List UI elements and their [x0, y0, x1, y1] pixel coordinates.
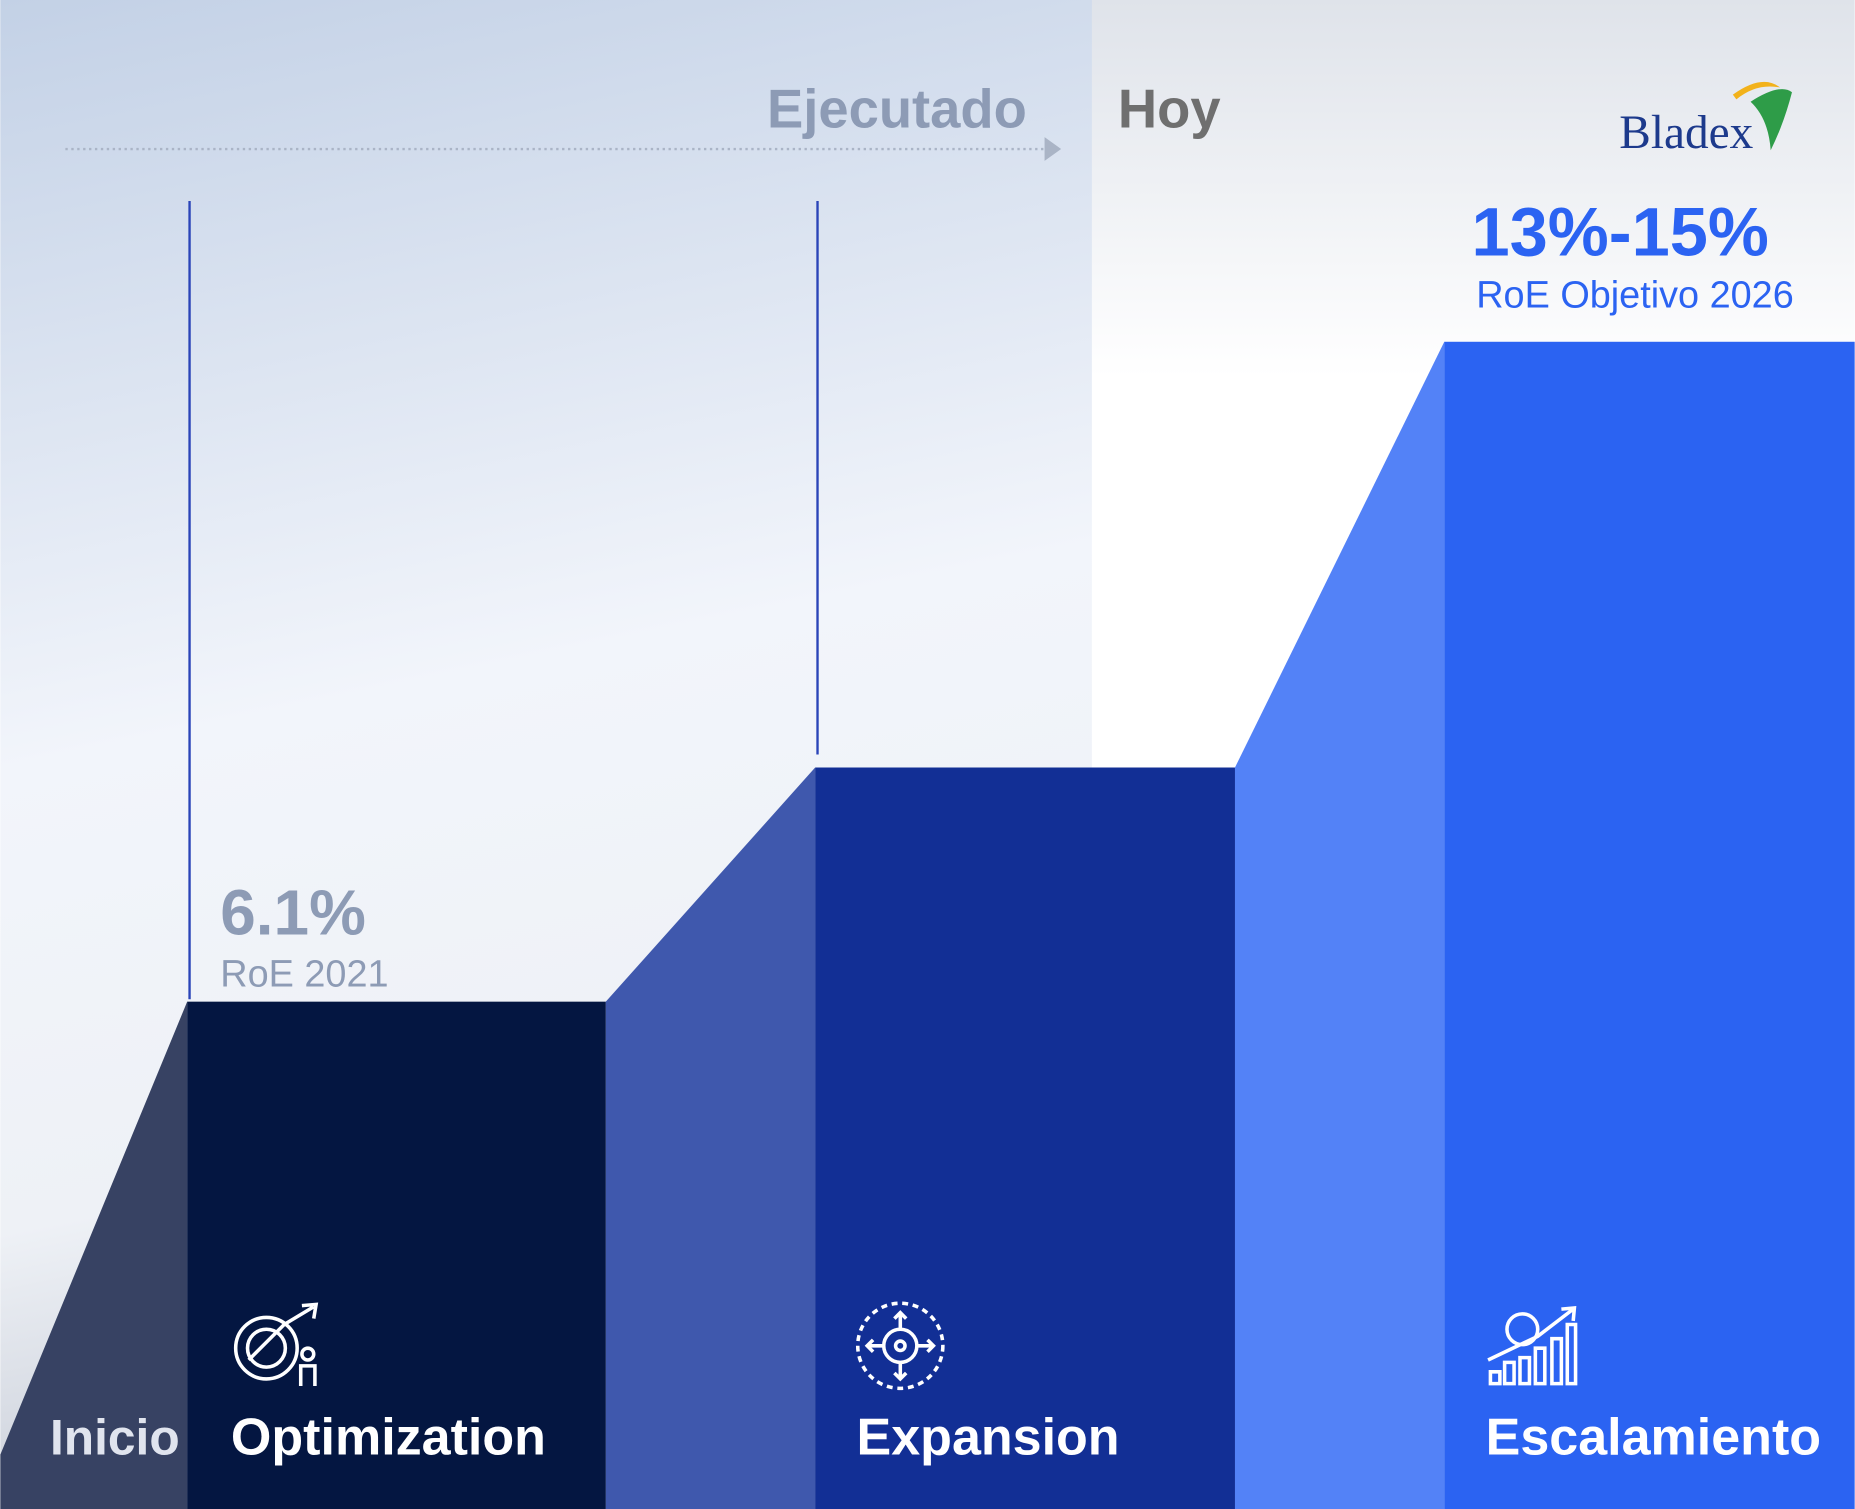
stage-label: Escalamiento — [1486, 1409, 1821, 1467]
stage-block — [815, 767, 1235, 1509]
roe-value: 13%-15% — [1471, 193, 1768, 270]
stage-block — [1444, 341, 1855, 1509]
arrow-head — [1044, 137, 1062, 161]
roe-caption: RoE Objetivo 2026 — [1476, 274, 1794, 316]
stage-label: Optimization — [231, 1409, 546, 1467]
today-label: Hoy — [1118, 79, 1221, 140]
stage-block — [187, 1001, 606, 1509]
logo: Bladex — [1619, 81, 1792, 159]
icon-expansion — [855, 1301, 945, 1391]
executed-label: Ejecutado — [767, 79, 1027, 140]
roe-value: 6.1% — [220, 876, 366, 948]
icon-optimization — [233, 1302, 319, 1387]
logo-text: Bladex — [1619, 107, 1753, 159]
stage-label: Inicio — [50, 1410, 180, 1466]
stage-ramp — [1234, 341, 1445, 1509]
roe-caption: RoE 2021 — [220, 953, 388, 995]
stage-label: Expansion — [857, 1409, 1120, 1467]
stage-ramp — [0, 1001, 188, 1509]
stage-ramp — [605, 767, 816, 1509]
icon-escalation — [1487, 1305, 1578, 1386]
